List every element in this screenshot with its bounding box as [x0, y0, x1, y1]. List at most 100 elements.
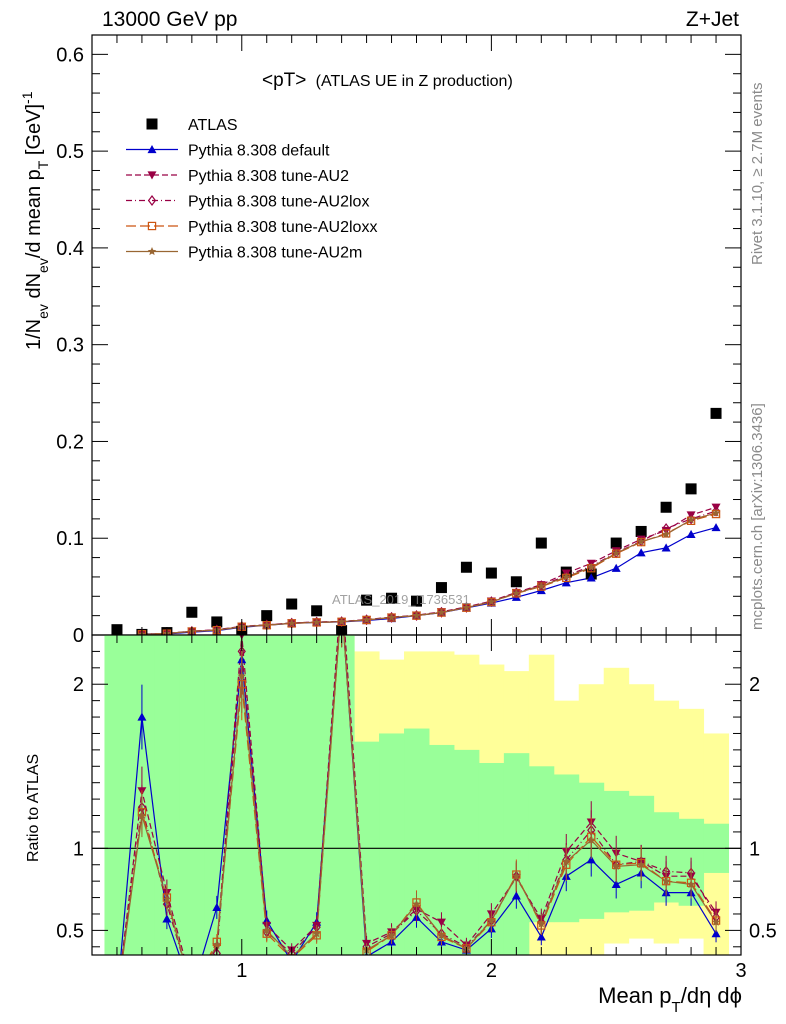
ratio-y-tick-label-right: 0.5: [749, 920, 777, 942]
header-right: Z+Jet: [686, 8, 739, 31]
main-point-s5-19: [587, 562, 596, 571]
x-tick-label: 1: [236, 960, 247, 982]
legend-marker-4: [147, 221, 157, 231]
ratio-point-s4-23: [686, 879, 696, 889]
ratio-point-s0-24: [711, 929, 721, 938]
legend-label-0: ATLAS: [188, 117, 238, 134]
ratio-point-s4-19: [587, 835, 596, 844]
ratio-point-s4-8: [312, 929, 321, 938]
x-tick-label: 3: [735, 960, 746, 982]
ratio-point-s2-3: [188, 983, 195, 992]
main-point-s3-13: [437, 606, 446, 618]
ratio-point-s4-18: [562, 857, 571, 866]
watermark: ATLAS_2019_I1736531: [332, 592, 470, 607]
main-point-s5-22: [661, 529, 671, 538]
main-point-s1-19: [586, 573, 596, 582]
ratio-point-s4-15: [487, 916, 496, 925]
main-point-s0-6: [261, 610, 273, 622]
main-point-s5-14: [462, 603, 471, 612]
main-point-s5-6: [262, 620, 271, 629]
band-inner-16: [503, 753, 530, 955]
main-point-s3-8: [312, 616, 321, 628]
ratio-point-s1-3: [187, 981, 196, 989]
main-point-s3-12: [412, 609, 421, 621]
band-inner-14: [453, 749, 480, 955]
band-inner-9: [329, 635, 355, 955]
ratio-y-tick-label-right: 1: [749, 838, 760, 860]
ratio-point-s0-3: [187, 987, 196, 995]
ratio-point-s4-11: [387, 930, 396, 939]
main-point-s0-11: [386, 592, 398, 604]
ratio-panel: 1 2 30.5 0.51 12 2 Ratio to ATLAS: [25, 582, 777, 1004]
ratio-plot-area: [92, 582, 741, 1004]
ratio-point-s2-0: [114, 995, 121, 1004]
ratio-point-s0-0: [112, 995, 121, 1003]
ratio-point-s0-19: [586, 855, 596, 864]
main-title: <pT> (ATLAS UE in Z production): [262, 70, 513, 91]
x-axis-label: Mean pT/dη dϕ: [598, 983, 742, 1016]
main-point-s0-20: [610, 537, 622, 549]
main-point-s0-13: [435, 582, 447, 594]
main-point-s1-24: [711, 523, 721, 532]
main-title-pt: <pT>: [262, 70, 306, 91]
legend: ATLAS Pythia 8.308 default Pythia 8.308 tu…: [126, 117, 377, 262]
ratio-point-s3-7: [287, 954, 296, 955]
main-point-s5-13: [437, 608, 446, 617]
ratio-point-s4-17: [537, 919, 546, 928]
main-point-s5-17: [537, 581, 546, 590]
band-inner-7: [279, 635, 305, 955]
legend-marker-1: [147, 145, 157, 154]
main-title-sub: (ATLAS UE in Z production): [316, 73, 513, 90]
ratio-point-s0-20: [611, 879, 621, 889]
ratio-point-s4-16: [512, 871, 521, 880]
legend-label-3: Pythia 8.308 tune-AU2lox: [188, 194, 369, 211]
main-y-tick-label: 0.2: [56, 431, 84, 453]
main-point-s0-17: [535, 537, 547, 549]
main-point-s5-11: [387, 613, 396, 622]
main-point-s5-12: [412, 611, 421, 620]
ratio-y-tick-label-right: 2: [749, 674, 760, 696]
main-point-s0-12: [411, 595, 422, 607]
ratio-point-s2-7: [287, 947, 296, 955]
main-point-s0-3: [186, 606, 198, 618]
ratio-point-s1-13: [436, 918, 446, 927]
band-inner-8: [304, 635, 330, 955]
main-point-s5-18: [562, 572, 571, 581]
side-mcplots: mcplots.cern.ch [arXiv:1306.3436]: [749, 403, 766, 630]
main-point-s0-16: [510, 576, 522, 588]
main-y-label: 1/Nev dNev/d mean pT [GeV]-1: [19, 91, 51, 350]
ratio-point-s0-1: [137, 712, 147, 721]
main-point-s1-22: [661, 543, 671, 552]
ratio-point-s3-3: [188, 986, 195, 993]
band-inner-10: [354, 741, 380, 955]
band-inner-3: [179, 635, 205, 955]
ratio-point-s4-0: [113, 995, 122, 1003]
side-rivet: Rivet 3.1.10, ≥ 2.7M events: [749, 83, 766, 266]
ratio-y-tick-label: 2: [73, 674, 84, 696]
main-y-tick-label: 0.4: [56, 238, 84, 260]
ratio-point-s4-6: [262, 925, 271, 934]
main-series-line-4: [141, 513, 717, 635]
legend-marker-5: [147, 247, 157, 256]
main-panel: 0 0.1 0.2 0.3 0.4 0.5 0.6 <pT> (ATLAS UE in Z …: [19, 34, 742, 647]
header-left: 13000 GeV pp: [102, 8, 237, 31]
main-point-s5-24: [711, 508, 721, 517]
ratio-point-s0-16: [511, 891, 521, 900]
main-y-tick-label: 0.5: [56, 141, 84, 163]
main-point-s5-8: [312, 617, 321, 626]
main-point-s5-15: [487, 597, 496, 606]
ratio-point-s0-7: [287, 957, 296, 965]
main-point-s5-23: [686, 515, 696, 524]
main-point-s3-11: [387, 611, 396, 623]
legend-label-4: Pythia 8.308 tune-AU2loxx: [188, 219, 377, 236]
ratio-point-s1-9: [337, 582, 346, 590]
main-point-s3-14: [462, 601, 471, 613]
ratio-y-tick-label: 0.5: [56, 920, 84, 942]
main-point-s5-21: [636, 537, 646, 546]
ratio-point-s4-3: [188, 985, 197, 993]
legend-label-2: Pythia 8.308 tune-AU2: [188, 168, 349, 185]
ratio-point-s0-2: [162, 914, 172, 923]
ratio-point-s0-4: [212, 902, 222, 912]
main-point-s0-7: [286, 598, 298, 610]
band-inner-6: [254, 635, 280, 955]
